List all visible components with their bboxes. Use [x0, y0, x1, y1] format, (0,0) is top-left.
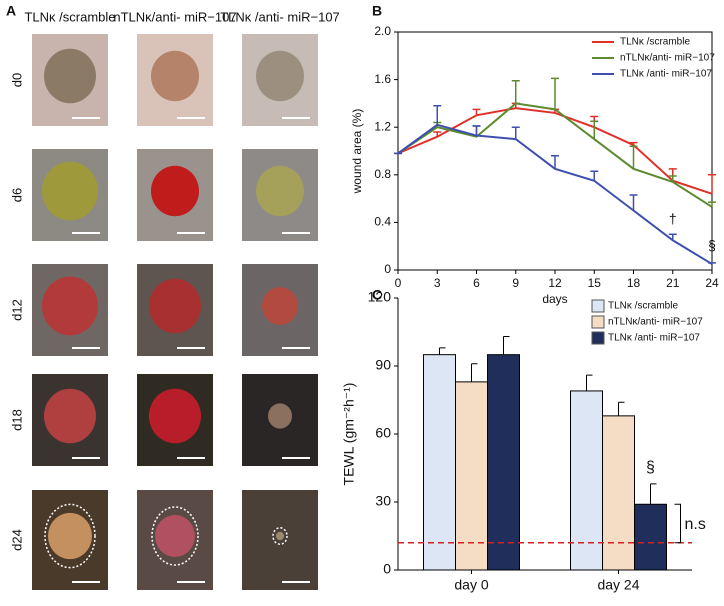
annotation: § — [708, 237, 716, 253]
panel-label: B — [372, 3, 382, 19]
y-axis-label: wound area (%) — [350, 109, 364, 195]
error-bar — [590, 120, 599, 140]
error-bar — [511, 126, 520, 140]
x-tick-label: 0 — [395, 276, 402, 290]
x-tick-label: day 0 — [454, 577, 488, 593]
y-tick-label: 0.8 — [374, 167, 391, 181]
error-bar — [471, 363, 478, 382]
wound — [256, 165, 304, 217]
x-tick-label: day 24 — [597, 577, 639, 593]
legend-swatch — [591, 315, 605, 329]
error-bar — [629, 145, 638, 169]
column-header: nTLNκ/anti- miR−107 — [113, 9, 236, 24]
wound — [44, 48, 96, 104]
y-axis-label: TEWL (gm⁻²h⁻¹) — [341, 383, 357, 486]
x-axis-label: days — [542, 292, 567, 306]
wound — [149, 388, 201, 444]
wound — [276, 531, 284, 541]
bar — [423, 354, 456, 571]
legend-label: nTLNκ/anti- miR−107 — [620, 53, 715, 64]
x-tick-label: 18 — [627, 276, 641, 290]
legend-label: TLNκ /scramble — [608, 301, 678, 312]
error-bar — [551, 77, 559, 110]
error-bar — [551, 155, 559, 169]
panel-label: C — [372, 287, 382, 303]
wound — [42, 276, 98, 336]
y-tick-label: 60 — [375, 425, 391, 441]
legend-swatch — [591, 299, 605, 313]
error-bar — [618, 401, 625, 416]
y-tick-label: 2.0 — [374, 24, 391, 38]
wound-outline — [272, 527, 288, 545]
x-tick-label: 15 — [588, 276, 602, 290]
error-bar — [439, 347, 446, 355]
row-label: d24 — [9, 529, 24, 551]
error-bar — [472, 125, 481, 136]
x-tick-label: 3 — [434, 276, 441, 290]
annotation: § — [646, 459, 655, 476]
bar — [634, 503, 667, 571]
error-bar — [511, 80, 520, 104]
error-bar — [586, 374, 593, 391]
wound-outline — [44, 503, 96, 569]
legend-label: nTLNκ/anti- miR−107 — [608, 317, 703, 328]
bar — [455, 381, 488, 571]
y-tick-label: 30 — [375, 493, 391, 509]
x-tick-label: 6 — [473, 276, 480, 290]
series-line — [397, 123, 713, 265]
y-tick-label: 1.2 — [374, 119, 391, 133]
y-tick-label: 90 — [375, 357, 391, 373]
annotation: † — [669, 211, 677, 227]
bar — [487, 354, 520, 571]
legend-swatch — [591, 331, 605, 345]
wound — [48, 512, 92, 560]
y-tick-label: 120 — [368, 289, 392, 305]
series-line — [397, 107, 713, 195]
bar — [570, 390, 603, 571]
bracket — [674, 503, 681, 544]
row-label: d6 — [9, 188, 24, 202]
error-bar — [650, 483, 657, 505]
error-bar — [629, 194, 638, 211]
row-label: d0 — [9, 73, 24, 87]
wound — [256, 50, 304, 102]
x-tick-label: 21 — [666, 276, 680, 290]
column-header: TLNκ /anti- miR−107 — [220, 9, 340, 24]
panel-label: A — [6, 3, 16, 19]
bar — [602, 415, 635, 571]
legend-label: TLNκ /anti- miR−107 — [620, 69, 712, 80]
wound — [155, 515, 195, 557]
legend-label: TLNκ /scramble — [620, 37, 690, 48]
wound — [42, 161, 98, 221]
y-tick-label: 1.6 — [374, 72, 391, 86]
y-tick-label: 0.4 — [374, 215, 391, 229]
y-tick-label: 0 — [384, 262, 391, 276]
row-label: d18 — [9, 409, 24, 431]
x-tick-label: 24 — [705, 276, 719, 290]
error-bar — [708, 174, 716, 194]
legend-label: TLNκ /anti- miR−107 — [608, 333, 700, 344]
wound — [268, 403, 292, 429]
y-tick-label: 0 — [383, 561, 391, 577]
wound-outline — [151, 506, 199, 566]
x-tick-label: 12 — [548, 276, 562, 290]
x-tick-label: 9 — [512, 276, 519, 290]
error-bar — [503, 336, 510, 355]
wound — [151, 165, 199, 217]
column-header: TLNκ /scramble — [24, 9, 115, 24]
row-label: d12 — [9, 299, 24, 321]
series-line — [397, 102, 713, 208]
error-bar — [590, 170, 599, 181]
wound — [262, 287, 298, 325]
wound — [151, 50, 199, 102]
annotation: n.s — [685, 516, 706, 533]
wound — [149, 278, 201, 334]
wound — [44, 388, 96, 444]
error-bar — [433, 105, 442, 125]
